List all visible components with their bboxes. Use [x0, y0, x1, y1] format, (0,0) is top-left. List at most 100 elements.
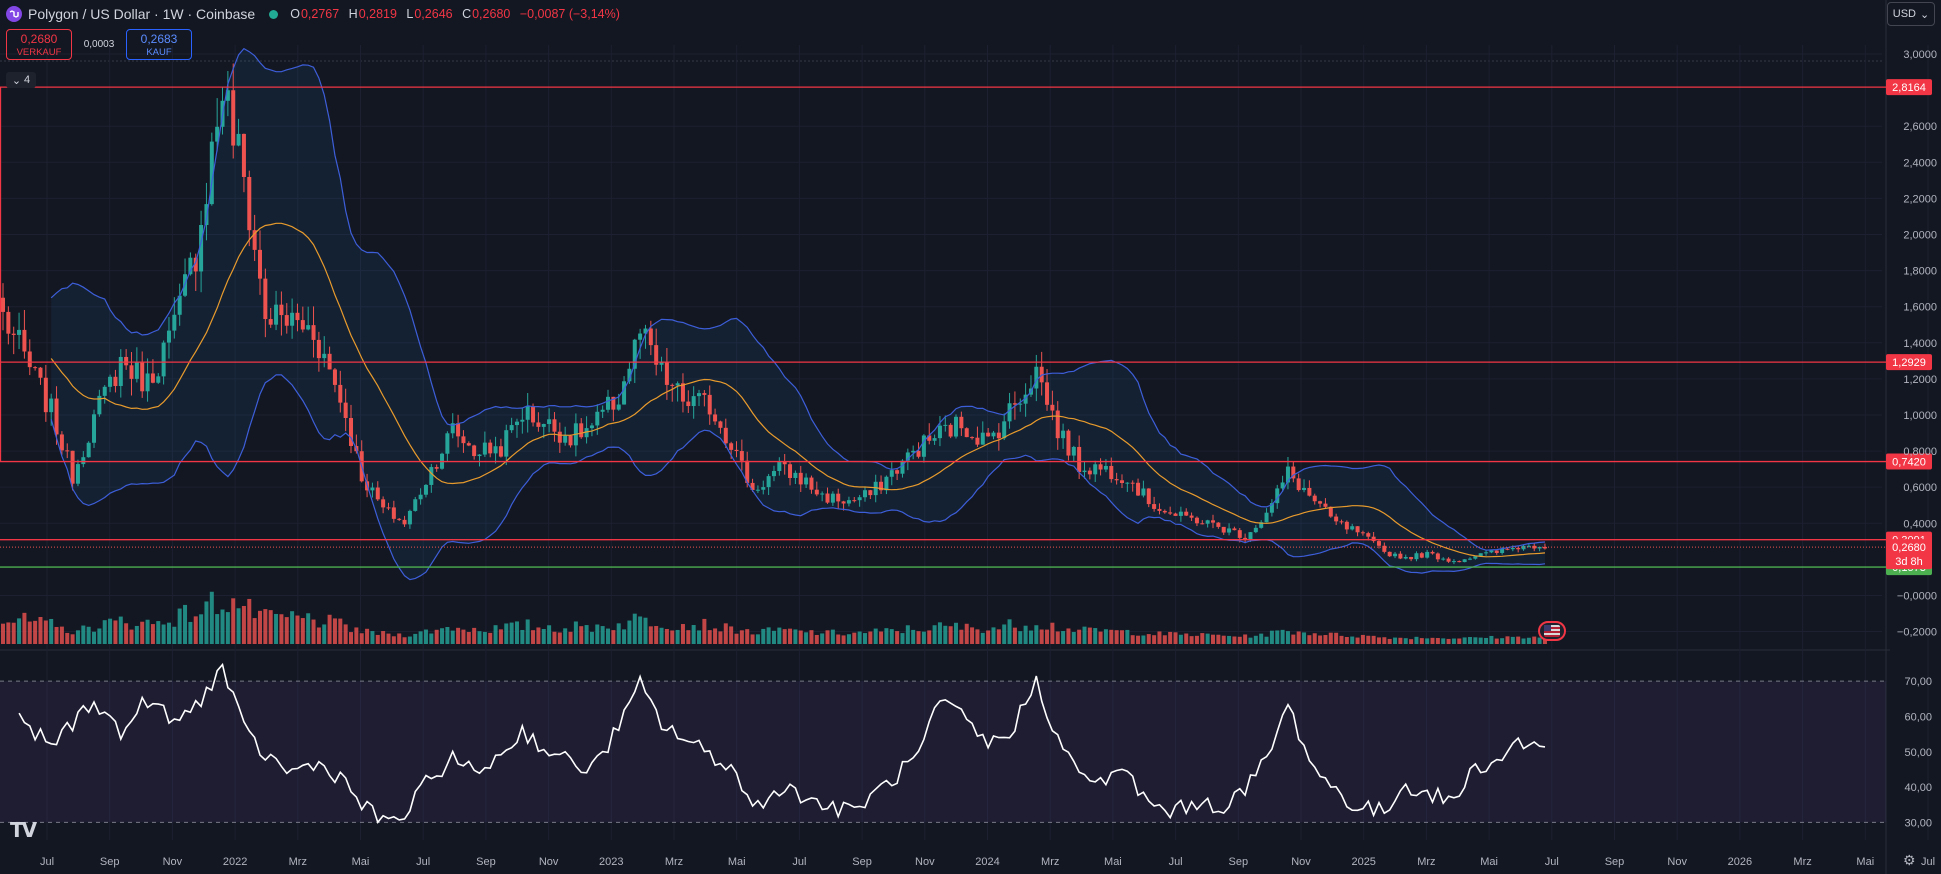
candle-body [1435, 553, 1440, 560]
candle-body [236, 133, 241, 146]
candle-body [49, 398, 54, 413]
volume-bar [777, 627, 782, 644]
candle-body [857, 497, 862, 501]
price-tick-label: 2,0000 [1903, 230, 1937, 242]
time-tick-label: Mrz [1417, 856, 1435, 868]
volume-bar [670, 630, 675, 644]
volume-bar [729, 626, 734, 644]
candle-body [841, 501, 846, 504]
volume-bar [316, 627, 321, 644]
volume-bar [145, 619, 150, 644]
volume-bar [349, 632, 354, 644]
currency-selector[interactable]: USD ⌄ [1887, 2, 1935, 26]
candle-body [1532, 545, 1537, 549]
volume-bar [954, 622, 959, 644]
volume-bar [1243, 634, 1248, 644]
volume-bar [1339, 635, 1344, 644]
volume-bar [434, 629, 439, 644]
candle-body [996, 432, 1001, 439]
candle-body [177, 295, 182, 315]
candle-body [616, 404, 621, 410]
volume-bar [1355, 637, 1360, 644]
candle-body [830, 493, 835, 503]
time-tick-label: Mrz [1041, 856, 1059, 868]
time-tick-label: Jul [792, 856, 806, 868]
candle-body [86, 442, 91, 458]
price-tick-label: 3,0000 [1903, 49, 1937, 61]
candle-body [140, 361, 145, 392]
candle-body [498, 446, 503, 457]
price-tick-label: 0,6000 [1903, 482, 1937, 494]
volume-bar [27, 621, 32, 644]
candle-body [1393, 553, 1398, 557]
candle-body [386, 507, 391, 509]
volume-bar [108, 618, 113, 644]
indicators-collapse-button[interactable]: ⌄ 4 [6, 72, 36, 88]
candle-body [199, 224, 204, 272]
volume-bar [6, 622, 11, 644]
candle-body [771, 471, 776, 477]
volume-bar [1371, 635, 1376, 644]
volume-bar [102, 620, 107, 644]
time-tick-label: Sep [852, 856, 872, 868]
candle-body [1205, 520, 1210, 524]
volume-bar [600, 626, 605, 644]
candle-body [166, 330, 171, 343]
volume-bar [1071, 631, 1076, 644]
symbol-title[interactable]: Polygon / US Dollar · 1W · Coinbase [28, 6, 256, 22]
volume-bar [354, 627, 359, 644]
candle-body [1045, 382, 1050, 405]
volume-bar [1093, 628, 1098, 644]
volume-bar [1312, 633, 1317, 644]
volume-bar [852, 632, 857, 644]
candle-body [1291, 466, 1296, 479]
volume-bar [1307, 635, 1312, 644]
volume-bar [1039, 629, 1044, 644]
settings-gear-icon[interactable]: ⚙ [1903, 852, 1916, 868]
rsi-tick-label: 30,00 [1904, 817, 1932, 829]
volume-bar [1393, 637, 1398, 644]
volume-bar [461, 629, 466, 644]
volume-bar [59, 626, 64, 644]
candle-body [1275, 488, 1280, 504]
us-flag-event-icon[interactable] [1538, 621, 1566, 641]
volume-bar [1061, 631, 1066, 644]
time-tick-label: Nov [1667, 856, 1687, 868]
candle-body [563, 435, 568, 443]
candle-body [81, 457, 86, 465]
volume-bar [830, 629, 835, 644]
volume-bar [75, 630, 80, 644]
candle-body [766, 476, 771, 488]
volume-bar [477, 631, 482, 644]
high-value: 0,2819 [358, 7, 397, 21]
candle-body [1082, 470, 1087, 473]
volume-bar [868, 631, 873, 644]
time-tick-label: Sep [1605, 856, 1625, 868]
candle-body [1473, 556, 1478, 559]
candle-body [1355, 526, 1360, 533]
sell-button[interactable]: 0,2680 VERKAUF [6, 29, 72, 60]
volume-bar [627, 620, 632, 644]
time-tick-label: Mai [1480, 856, 1498, 868]
volume-bar [397, 633, 402, 644]
volume-bar [606, 628, 611, 644]
candle-body [343, 402, 348, 418]
level-label-bg [1886, 354, 1932, 371]
buy-button[interactable]: 0,2683 KAUF [126, 29, 192, 60]
volume-bar [1221, 635, 1226, 644]
volume-bar [482, 631, 487, 644]
volume-bar [1505, 636, 1510, 644]
volume-bar [1318, 635, 1323, 644]
candle-body [488, 442, 493, 454]
candle-body [1103, 465, 1108, 470]
volume-bar [937, 622, 942, 644]
candle-body [204, 204, 209, 225]
volume-bar [113, 620, 118, 644]
volume-bar [632, 613, 637, 644]
time-tick-label: Jul [1545, 856, 1559, 868]
candle-body [1114, 479, 1119, 481]
level-label: 0,7420 [1892, 457, 1926, 469]
volume-bar [1152, 635, 1157, 644]
volume-bar [1205, 633, 1210, 644]
volume-bar [1409, 639, 1414, 644]
